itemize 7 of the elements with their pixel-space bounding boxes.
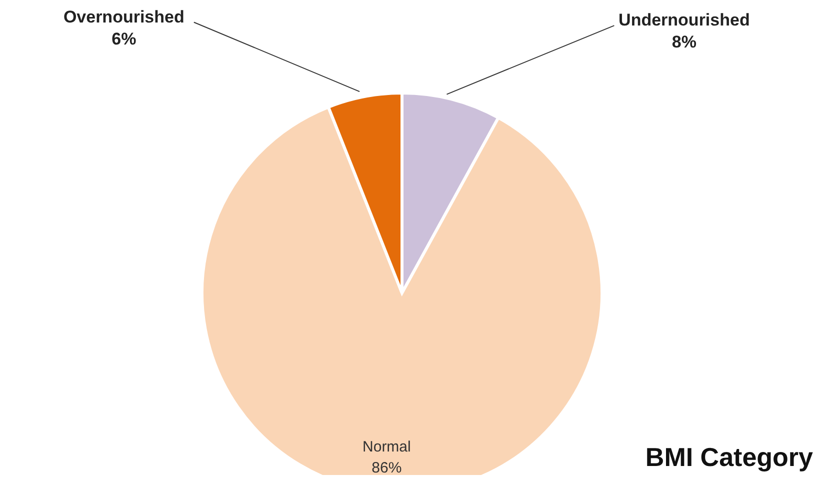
data-label: 8% [672, 32, 696, 52]
slice-label: Undernourished [618, 10, 750, 30]
data-label: 86% [372, 460, 402, 477]
slice-label: Normal [362, 438, 411, 456]
slice-label: Overnourished [63, 7, 184, 26]
text: BMI Category [645, 442, 813, 473]
data-label: 6% [112, 29, 136, 48]
